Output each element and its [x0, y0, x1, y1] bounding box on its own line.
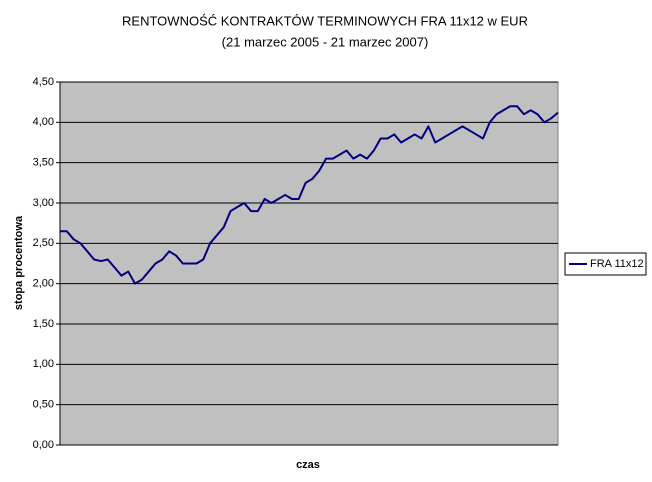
- y-tick-label: 3,00: [33, 197, 54, 209]
- y-axis-label: stopa procentowa: [13, 215, 25, 310]
- data-line: [60, 105, 559, 285]
- y-tick-label: 1,50: [33, 318, 54, 330]
- y-tick-label: 0,50: [33, 399, 54, 411]
- y-tick-label: 1,00: [33, 358, 54, 370]
- y-tick-label: 0,00: [33, 439, 54, 451]
- chart-title: RENTOWNOŚĆ KONTRAKTÓW TERMINOWYCH FRA 11…: [122, 13, 528, 28]
- y-tick-label: 3,50: [33, 157, 54, 169]
- legend-box: [564, 252, 647, 276]
- legend-label: FRA 11x12: [590, 258, 644, 270]
- plot-area: [59, 81, 559, 446]
- y-tick-label: 2,50: [33, 237, 54, 249]
- y-tick-label: 4,50: [33, 76, 54, 88]
- y-tick-label: 4,00: [33, 116, 54, 128]
- x-axis-label: czas: [296, 459, 320, 471]
- chart-subtitle: (21 marzec 2005 - 21 marzec 2007): [222, 34, 429, 49]
- y-tick-label: 2,00: [33, 278, 54, 290]
